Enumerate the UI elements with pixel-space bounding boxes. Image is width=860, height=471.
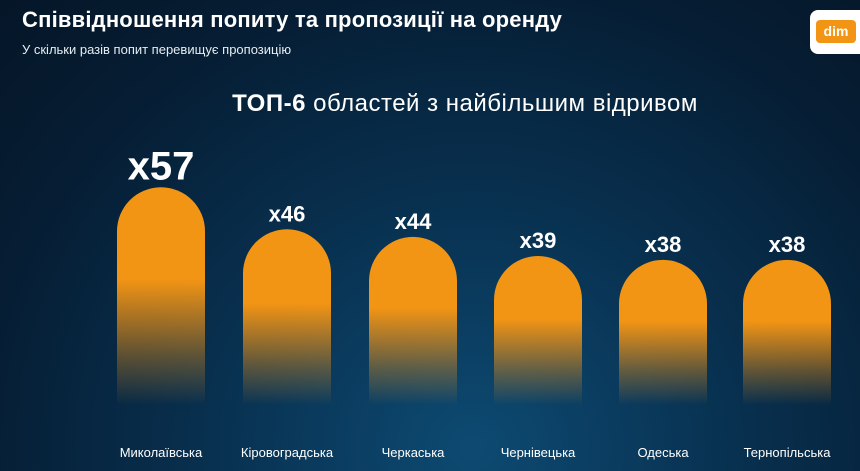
bar-1 — [117, 187, 205, 405]
category-label-3: Черкаська — [382, 445, 446, 460]
bar-2 — [243, 229, 331, 405]
category-label-6: Тернопільська — [744, 445, 832, 460]
dim-logo-text: dim — [816, 20, 856, 43]
value-label-1: x57 — [128, 144, 195, 188]
value-label-3: x44 — [395, 209, 432, 234]
chart-title: ТОП-6 областей з найбільшим відривом — [0, 90, 860, 118]
category-label-4: Чернівецька — [501, 445, 576, 460]
page-title: Співвідношення попиту та пропозиції на о… — [22, 7, 563, 32]
page-subtitle: У скільки разів попит перевищує пропозиц… — [22, 42, 292, 57]
value-label-2: x46 — [269, 201, 306, 226]
bar-5 — [619, 259, 707, 405]
chart-title-rest: областей з найбільшим відривом — [305, 90, 698, 117]
bar-3 — [369, 236, 457, 405]
value-label-5: x38 — [645, 232, 682, 257]
dim-logo[interactable]: dim — [810, 10, 860, 54]
value-label-4: x39 — [520, 228, 557, 253]
category-label-5: Одеська — [637, 445, 689, 460]
bar-6 — [743, 259, 831, 405]
chart-title-bold: ТОП-6 — [232, 90, 306, 117]
value-label-6: x38 — [769, 232, 806, 257]
category-label-1: Миколаївська — [120, 445, 203, 460]
bar-4 — [494, 256, 582, 405]
category-label-2: Кіровоградська — [241, 445, 334, 460]
